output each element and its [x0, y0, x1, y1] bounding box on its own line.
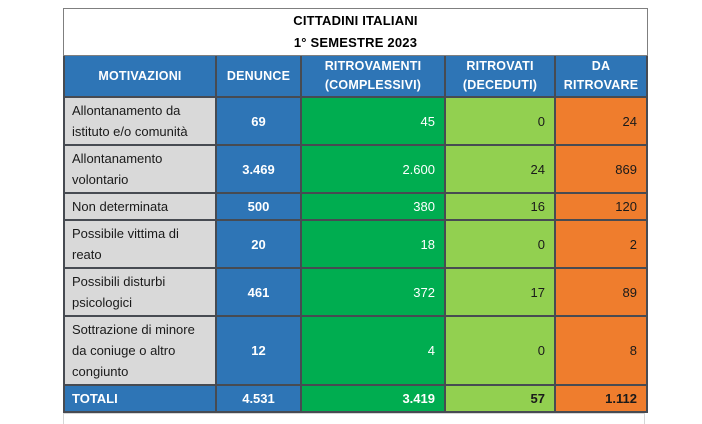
cell-ritrovamenti: 45 [300, 98, 444, 144]
title-line-2: 1° SEMESTRE 2023 [293, 35, 418, 50]
row-label: Allontanamento volontario [65, 146, 215, 192]
title-line-1: CITTADINI ITALIANI [293, 13, 418, 28]
cell-da-ritrovare: 120 [554, 194, 646, 219]
cell-da-ritrovare: 24 [554, 98, 646, 144]
table-row: Possibili disturbi psicologici 461 372 1… [65, 269, 646, 317]
cell-ritrovati: 0 [444, 221, 554, 267]
table-row: Allontanamento da istituto e/o comunità … [65, 98, 646, 146]
cell-da-ritrovare: 2 [554, 221, 646, 267]
cell-ritrovamenti: 2.600 [300, 146, 444, 192]
header-ritrovamenti: RITROVAMENTI (COMPLESSIVI) [300, 56, 444, 96]
table-row: Sottrazione di minore da coniuge o altro… [65, 317, 646, 386]
cell-denunce: 69 [215, 98, 300, 144]
header-motivazioni: MOTIVAZIONI [65, 56, 215, 96]
cell-ritrovamenti: 372 [300, 269, 444, 315]
header-da-ritrovare: DA RITROVARE [554, 56, 646, 96]
cell-ritrovati: 17 [444, 269, 554, 315]
cell-ritrovamenti: 4 [300, 317, 444, 384]
cell-ritrovati: 24 [444, 146, 554, 192]
totals-ritrovati: 57 [444, 386, 554, 411]
row-label: Possibile vittima di reato [65, 221, 215, 267]
row-label: Possibili disturbi psicologici [65, 269, 215, 315]
table-grid: MOTIVAZIONI DENUNCE RITROVAMENTI (COMPLE… [63, 56, 648, 413]
header-ritrovati: RITROVATI (DECEDUTI) [444, 56, 554, 96]
cell-da-ritrovare: 89 [554, 269, 646, 315]
cell-da-ritrovare: 869 [554, 146, 646, 192]
cell-ritrovati: 0 [444, 98, 554, 144]
cell-da-ritrovare: 8 [554, 317, 646, 384]
totals-da-ritrovare: 1.112 [554, 386, 646, 411]
row-label: Non determinata [65, 194, 215, 219]
cell-ritrovati: 16 [444, 194, 554, 219]
cell-denunce: 12 [215, 317, 300, 384]
cell-ritrovamenti: 380 [300, 194, 444, 219]
cell-denunce: 461 [215, 269, 300, 315]
cell-denunce: 500 [215, 194, 300, 219]
totals-label: TOTALI [65, 386, 215, 411]
table-row: Allontanamento volontario 3.469 2.600 24… [65, 146, 646, 194]
table-row: Possibile vittima di reato 20 18 0 2 [65, 221, 646, 269]
totals-row: TOTALI 4.531 3.419 57 1.112 [65, 386, 646, 411]
cell-ritrovamenti: 18 [300, 221, 444, 267]
cell-denunce: 3.469 [215, 146, 300, 192]
header-row: MOTIVAZIONI DENUNCE RITROVAMENTI (COMPLE… [65, 56, 646, 98]
totals-denunce: 4.531 [215, 386, 300, 411]
next-table-partial-edge [63, 413, 645, 424]
table-row: Non determinata 500 380 16 120 [65, 194, 646, 221]
table-title: CITTADINI ITALIANI 1° SEMESTRE 2023 [63, 8, 648, 56]
statistics-table: CITTADINI ITALIANI 1° SEMESTRE 2023 MOTI… [63, 8, 648, 413]
cell-ritrovati: 0 [444, 317, 554, 384]
cell-denunce: 20 [215, 221, 300, 267]
header-denunce: DENUNCE [215, 56, 300, 96]
row-label: Sottrazione di minore da coniuge o altro… [65, 317, 215, 384]
totals-ritrovamenti: 3.419 [300, 386, 444, 411]
row-label: Allontanamento da istituto e/o comunità [65, 98, 215, 144]
